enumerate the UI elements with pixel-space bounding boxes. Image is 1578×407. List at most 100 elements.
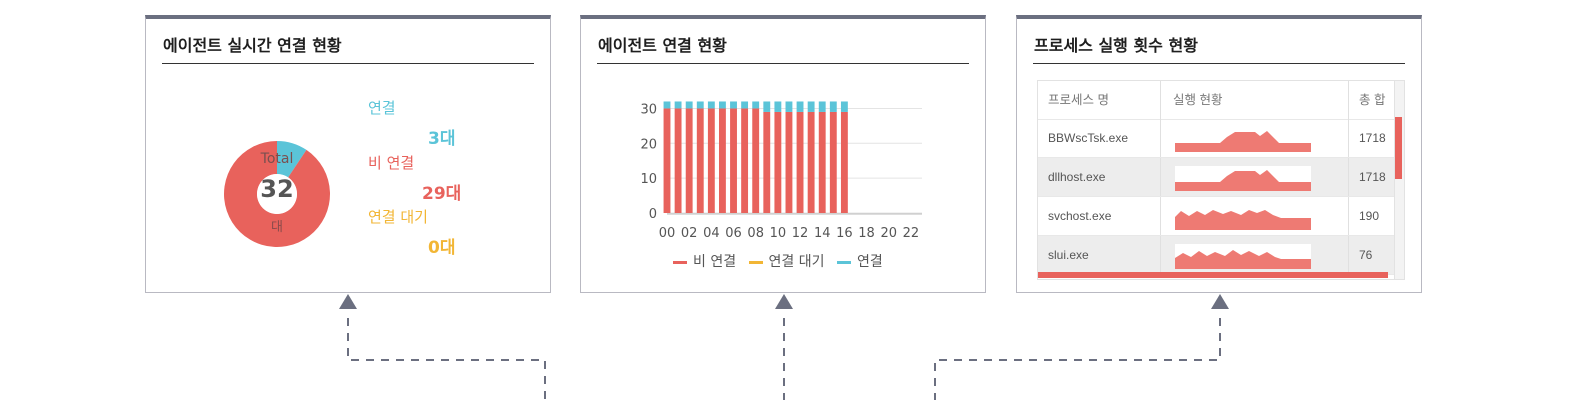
arrow-up-icon-3 (1211, 294, 1229, 309)
donut-total-unit: 대 (271, 220, 283, 235)
sparkline (1175, 205, 1311, 230)
bar-segment[interactable] (696, 101, 704, 109)
bar-segment[interactable] (785, 111, 793, 213)
legend-item-disconnected: 비 연결 (669, 254, 736, 270)
donut-slice[interactable] (277, 141, 307, 178)
connector-right (934, 318, 1221, 400)
donut-svg (224, 141, 330, 247)
process-total: 190 (1348, 197, 1394, 235)
process-table: 프로세스 명 실행 현황 총 합 BBWscTsk.exe 1718 dllho… (1037, 80, 1405, 280)
legend-value-disconnected: 29대 (422, 184, 462, 204)
donut-total-label: Total (260, 151, 294, 167)
bar-segment[interactable] (741, 101, 749, 109)
table-row[interactable]: BBWscTsk.exe 1718 (1038, 119, 1394, 158)
vertical-scroll-thumb[interactable] (1395, 117, 1402, 179)
bar-segment[interactable] (685, 108, 693, 213)
bar-segment[interactable] (763, 101, 771, 112)
sparkline-cell (1160, 236, 1350, 274)
x-tick-label: 00 (659, 226, 676, 241)
x-tick-label: 18 (858, 226, 875, 241)
bar-segment[interactable] (840, 101, 848, 112)
donut-total-value: 32 (260, 175, 294, 203)
legend-label-connected: 연결 (368, 99, 396, 117)
bar-segment[interactable] (840, 111, 848, 213)
column-header-total[interactable]: 총 합 (1348, 81, 1394, 119)
bar-segment[interactable] (707, 101, 715, 109)
bar-segment[interactable] (829, 111, 837, 213)
chart-legend: 비 연결 연결 대기 연결 (669, 251, 887, 271)
process-name: svchost.exe (1048, 209, 1112, 223)
agent-realtime-panel: 에이전트 실시간 연결 현황 Total 32 대 연결 3대 비 연결 29대… (145, 15, 551, 293)
bar-segment[interactable] (796, 111, 804, 213)
process-total: 76 (1348, 236, 1394, 274)
bar-segment[interactable] (685, 101, 693, 109)
table-header: 프로세스 명 실행 현황 총 합 (1038, 81, 1394, 120)
bar-segment[interactable] (829, 101, 837, 112)
x-tick-label: 16 (836, 226, 853, 241)
sparkline-cell (1160, 158, 1350, 196)
bar-chart: 0 10 20 30 00 02 04 06 08 10 12 14 16 18 20 22 (640, 101, 922, 241)
legend-item-connected: 연결 (833, 254, 883, 270)
bar-segment[interactable] (707, 108, 715, 213)
connector-left (347, 318, 546, 400)
legend-value-waiting: 0대 (428, 238, 456, 258)
x-tick-label: 12 (792, 226, 809, 241)
arrow-up-icon-1 (339, 294, 357, 309)
table-row[interactable]: svchost.exe 190 (1038, 197, 1394, 236)
legend-value-connected: 3대 (428, 129, 456, 149)
y-tick-label: 20 (640, 137, 657, 152)
bar-segment[interactable] (718, 108, 726, 213)
table-row[interactable]: dllhost.exe 1718 (1038, 158, 1394, 197)
bar-segment[interactable] (730, 108, 737, 213)
bar-segment[interactable] (663, 108, 671, 213)
process-exec-panel: 프로세스 실행 횟수 현황 프로세스 명 실행 현황 총 합 BBWscTsk.… (1016, 15, 1422, 293)
panel-title: 에이전트 실시간 연결 현황 (162, 34, 534, 64)
x-tick-label: 20 (880, 226, 897, 241)
x-tick-label: 10 (770, 226, 787, 241)
bar-segment[interactable] (818, 101, 826, 112)
bar-segment[interactable] (807, 111, 815, 213)
donut-chart: Total 32 대 (222, 139, 332, 249)
bar-segment[interactable] (774, 111, 782, 213)
bar-segment[interactable] (818, 111, 826, 213)
sparkline (1175, 244, 1311, 269)
x-tick-label: 06 (725, 226, 742, 241)
process-name: BBWscTsk.exe (1048, 131, 1129, 145)
bar-segment[interactable] (663, 101, 671, 109)
bar-segment[interactable] (696, 108, 704, 213)
bar-segment[interactable] (796, 101, 804, 112)
bar-segment[interactable] (807, 101, 815, 112)
legend-label-disconnected: 비 연결 (368, 154, 415, 172)
horizontal-scrollbar[interactable] (1038, 272, 1388, 278)
bar-segment[interactable] (752, 101, 760, 109)
process-name: dllhost.exe (1048, 170, 1106, 184)
column-header-name[interactable]: 프로세스 명 (1048, 93, 1109, 107)
panel-title: 프로세스 실행 횟수 현황 (1033, 34, 1405, 64)
bar-segment[interactable] (774, 101, 782, 112)
column-header-trend[interactable]: 실행 현황 (1160, 81, 1350, 119)
bar-segment[interactable] (763, 111, 771, 213)
bar-segment[interactable] (730, 101, 737, 109)
sparkline (1175, 127, 1311, 152)
bar-segment[interactable] (674, 108, 682, 213)
legend-label-waiting: 연결 대기 (368, 208, 428, 226)
y-tick-label: 30 (640, 102, 657, 117)
sparkline-cell (1160, 119, 1350, 157)
bar-segment[interactable] (674, 101, 682, 109)
x-tick-label: 02 (681, 226, 698, 241)
table-row[interactable]: slui.exe 76 (1038, 236, 1394, 275)
process-total: 1718 (1348, 119, 1394, 157)
sparkline-cell (1160, 197, 1350, 235)
bar-segment[interactable] (752, 108, 760, 213)
vertical-scrollbar[interactable] (1394, 81, 1404, 279)
arrow-up-icon-2 (775, 294, 793, 309)
agent-connection-panel: 에이전트 연결 현황 0 10 20 30 00 02 04 06 08 10 12 14 16 18 20… (580, 15, 986, 293)
bar-segment[interactable] (785, 101, 793, 112)
x-tick-label: 22 (903, 226, 920, 241)
donut-slice[interactable] (224, 141, 330, 247)
bar-segment[interactable] (741, 108, 749, 213)
bar-segment[interactable] (718, 101, 726, 109)
legend-item-waiting: 연결 대기 (745, 254, 825, 270)
